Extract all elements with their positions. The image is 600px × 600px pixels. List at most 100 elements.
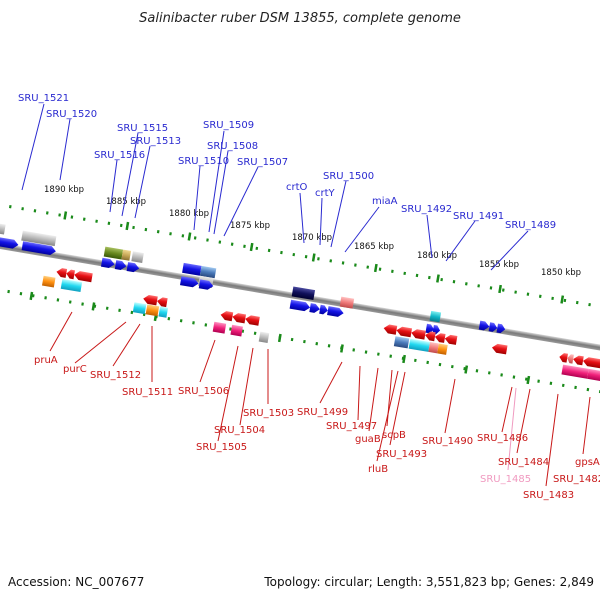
forward-gene-arrow (496, 323, 506, 334)
scale-label: 1850 kbp (541, 268, 581, 278)
forward-gene-arrow (478, 320, 490, 331)
top-callout-lines (21, 103, 529, 271)
ruler-dot (292, 252, 296, 257)
ruler-dot (464, 282, 468, 286)
reverse-gene-arrow (232, 313, 247, 324)
reverse-gene-block (437, 343, 448, 355)
ruler-dot (415, 273, 419, 278)
ruler-dot (144, 227, 148, 232)
ruler-dot (563, 298, 567, 303)
gene-label: SRU_1516 (94, 150, 145, 161)
scale-labels: 1890 kbp 1885 kbp 1880 kbp 1875 kbp 1870… (44, 185, 581, 278)
ruler-dot (167, 317, 171, 321)
gene-label: SRU_1507 (237, 157, 288, 168)
reverse-gene-arrow (245, 315, 260, 326)
ruler-dot (452, 280, 456, 284)
ruler-dot (391, 269, 394, 273)
ruler-dot (243, 244, 246, 248)
ruler-dot (8, 205, 12, 209)
reverse-gene-arrow (434, 333, 446, 343)
ruler-dot (118, 308, 121, 312)
ruler-dot (132, 225, 135, 230)
gene-label: SRU_1500 (323, 171, 374, 182)
gene-label: guaB (355, 434, 381, 445)
ruler-major-tick (560, 295, 565, 304)
ruler-dot (19, 291, 23, 296)
ruler-dot (7, 289, 10, 294)
ruler-dot (156, 230, 160, 234)
gene-label: SRU_1520 (46, 109, 97, 120)
reverse-gene-block (158, 306, 169, 318)
ruler-dot (341, 261, 345, 265)
reverse-gene-block (561, 364, 589, 379)
ruler-dot (551, 296, 554, 301)
ruler-dot (181, 234, 185, 238)
ruler-major-tick (63, 211, 68, 220)
ruler-dot (440, 277, 444, 282)
gene-label: SRU_1505 (196, 442, 247, 453)
forward-gene-arrow (289, 299, 311, 312)
reverse-gene-block (230, 324, 243, 337)
ruler-dot (364, 350, 368, 354)
reverse-gene-block (145, 304, 160, 317)
forward-gene-arrow (126, 262, 140, 273)
scale-label: 1865 kbp (354, 242, 394, 252)
ruler-dot (438, 362, 442, 367)
forward-gene-block (103, 246, 124, 260)
ruler-dot (68, 300, 72, 304)
ruler-major-tick (373, 263, 378, 273)
gene-label: scpB (382, 430, 406, 441)
reverse-gene-block (212, 321, 227, 334)
gene-label: SRU_1497 (326, 421, 377, 432)
ruler-dot (586, 387, 590, 392)
gene-label: SRU_1493 (376, 449, 427, 460)
forward-gene-block (21, 230, 57, 247)
forward-gene-arrow (180, 276, 199, 288)
forward-gene-block (339, 296, 355, 309)
ruler-dot (426, 360, 430, 365)
gene-label: SRU_1521 (18, 93, 69, 104)
gene-label: crtO (286, 182, 308, 193)
gene-label: SRU_1504 (214, 425, 265, 436)
ruler-dot (366, 265, 370, 269)
ruler-dot (354, 263, 357, 267)
ruler-dot (477, 284, 480, 288)
gene-label: SRU_1510 (178, 156, 229, 167)
reverse-gene-block (408, 338, 431, 352)
ruler-dot (130, 310, 134, 315)
scale-label: 1885 kbp (106, 197, 146, 207)
reverse-gene-arrow (567, 354, 574, 364)
ruler-dot (21, 207, 24, 211)
gene-label: SRU_1491 (453, 211, 504, 222)
ruler-dot (403, 271, 407, 276)
accession-label: Accession: NC_007677 (8, 575, 144, 589)
reverse-gene-arrow (573, 355, 584, 366)
ruler-dot (489, 286, 493, 290)
reverse-gene-arrow (411, 329, 426, 340)
ruler-dot (561, 383, 565, 388)
ruler-dot (304, 255, 308, 259)
ruler-dot (193, 236, 197, 240)
ruler-dot (303, 339, 306, 344)
gene-label: SRU_1486 (477, 433, 528, 444)
ruler-dot (327, 344, 331, 348)
ruler-dot (450, 364, 454, 369)
ruler-dot (107, 221, 111, 226)
ruler-major-tick (436, 274, 440, 283)
gene-label: SRU_1483 (523, 490, 574, 501)
ruler-dot (500, 373, 503, 377)
ruler-dot (414, 358, 417, 363)
reverse-gene-arrow (143, 295, 158, 306)
ruler-dot (574, 385, 577, 390)
gene-label: SRU_1508 (207, 141, 258, 152)
gene-label: SRU_1513 (130, 136, 181, 147)
forward-gene-arrow (309, 303, 320, 313)
map-title: Salinibacter ruber DSM 13855, complete g… (139, 11, 461, 26)
ruler-major-tick (340, 344, 344, 353)
ruler-major-tick (402, 354, 406, 364)
ruler-dot (255, 246, 259, 251)
forward-gene-block (291, 286, 316, 301)
ruler-dot (524, 377, 528, 381)
